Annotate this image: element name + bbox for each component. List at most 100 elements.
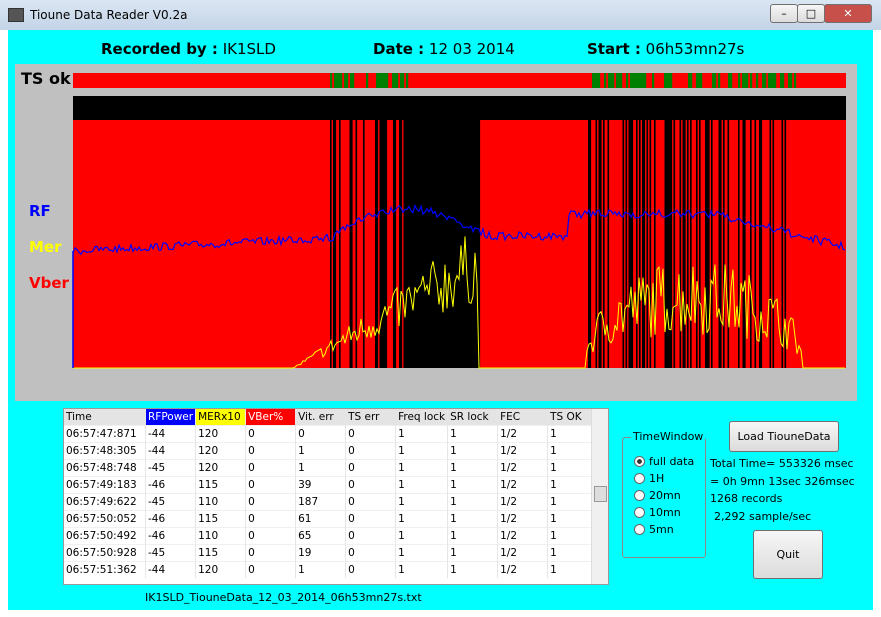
cell: 06:57:51:362 xyxy=(64,561,146,578)
info-line: Total Time= 553326 msec xyxy=(710,457,854,470)
info-line: 1268 records xyxy=(710,492,783,505)
ts-ok-segment xyxy=(340,73,343,88)
dropout-band xyxy=(589,96,592,368)
dropout-band xyxy=(439,96,442,368)
cell: 1/2 xyxy=(497,544,549,562)
info-line: = 0h 9mn 13sec 326msec xyxy=(710,475,855,488)
header-row: Time RFPower MERx10 VBer% Vit. err TS err Freq… xyxy=(64,409,599,426)
cell: 06:57:50:052 xyxy=(64,510,146,528)
title-bar: Tioune Data Reader V0.2a – □ ✕ xyxy=(0,0,881,30)
radio-option[interactable]: full data xyxy=(634,455,694,468)
dropout-band xyxy=(711,96,713,368)
dropout-band xyxy=(699,96,701,368)
dropout-band xyxy=(646,96,649,368)
signal-chart: TS ok RF Mer Vber xyxy=(15,64,857,401)
dropout-band xyxy=(727,96,730,368)
load-button[interactable]: Load TiouneData xyxy=(729,421,839,452)
close-button[interactable]: ✕ xyxy=(824,4,872,23)
traces xyxy=(72,73,846,369)
data-row: 06:57:50:492 -46 110 0 65 0 1 1 1/2 1 xyxy=(64,527,599,545)
dropout-band xyxy=(349,96,352,368)
ts-ok-segment xyxy=(392,73,395,88)
cell: 1 xyxy=(395,442,449,460)
dropout-band xyxy=(682,96,685,368)
cell: -45 xyxy=(145,459,197,477)
radio-option[interactable]: 20mn xyxy=(634,489,681,502)
cell: 61 xyxy=(295,510,347,528)
dropout-band xyxy=(625,96,628,368)
ts-ok-segment xyxy=(400,73,403,88)
ts-ok-segment xyxy=(746,73,749,88)
data-row: 06:57:51:362 -44 120 0 1 0 1 1 1/2 1 xyxy=(64,561,599,578)
cell: 0 xyxy=(345,544,397,562)
radio-option[interactable]: 10mn xyxy=(634,506,681,519)
ts-ok-segment xyxy=(712,73,715,88)
cell: 1 xyxy=(447,561,499,578)
dropout-band xyxy=(664,96,667,368)
dropout-band xyxy=(687,96,689,368)
cell: 1/2 xyxy=(497,561,549,578)
dropout-band xyxy=(718,96,721,368)
radio-option[interactable]: 5mn xyxy=(634,523,674,536)
cell: 1 xyxy=(295,561,347,578)
dropout-band xyxy=(750,96,752,368)
ts-ok-segment xyxy=(636,73,639,88)
dropout-band xyxy=(705,96,707,368)
dropout-band xyxy=(598,96,601,368)
dropout-band xyxy=(456,96,458,368)
data-row: 06:57:50:928 -45 115 0 19 0 1 1 1/2 1 xyxy=(64,544,599,562)
dropout-band xyxy=(696,96,698,368)
ts-ok-segment xyxy=(382,73,385,88)
dropout-band xyxy=(654,96,656,368)
label: Recorded by : xyxy=(101,40,218,58)
ts-ok-segment xyxy=(774,73,777,88)
dropout-band xyxy=(414,96,416,368)
scrollbar[interactable] xyxy=(591,409,608,584)
radio-option[interactable]: 1H xyxy=(634,472,664,485)
radio-circle xyxy=(634,473,645,484)
rf-trace xyxy=(72,203,846,256)
radio-label: 10mn xyxy=(649,506,681,519)
cell: 1 xyxy=(395,510,449,528)
ts-ok-segment xyxy=(738,73,741,88)
dropout-band xyxy=(630,96,632,368)
cell: 1 xyxy=(295,442,347,460)
maximize-button[interactable]: □ xyxy=(797,4,825,23)
dropout-band xyxy=(411,96,413,368)
dropout-band xyxy=(394,96,397,368)
cell: -45 xyxy=(145,493,197,511)
dropout-band xyxy=(631,96,634,368)
ts-ok-segment xyxy=(610,73,613,88)
ts-ok-segment xyxy=(788,73,791,88)
minimize-button[interactable]: – xyxy=(770,4,798,23)
ts-ok-segment xyxy=(744,73,747,88)
cell: 1 xyxy=(295,459,347,477)
ts-ok-segment xyxy=(642,73,645,88)
cell: 115 xyxy=(195,476,247,494)
dropout-band xyxy=(595,96,598,368)
dropout-band xyxy=(673,96,676,368)
cell: 1/2 xyxy=(497,527,549,545)
dropout-band xyxy=(421,96,424,368)
ts-ok-segment xyxy=(604,73,607,88)
ts-ok-segment xyxy=(638,73,641,88)
ts-ok-segment xyxy=(396,73,399,88)
cell: 110 xyxy=(195,527,247,545)
dropout-band xyxy=(451,96,454,368)
ts-ok-segment xyxy=(688,73,691,88)
dropout-band xyxy=(466,96,469,368)
cell: 1 xyxy=(447,442,499,460)
dropout-band xyxy=(670,96,673,368)
legend-rf: RF xyxy=(29,202,51,220)
dropout-band xyxy=(459,96,461,368)
scroll-thumb[interactable] xyxy=(594,486,607,502)
dropout-band xyxy=(417,96,419,368)
cell: 120 xyxy=(195,442,247,460)
ts-ok-segment xyxy=(644,73,647,88)
legend-vber: Vber xyxy=(29,274,70,292)
dropout-band xyxy=(408,96,410,368)
cell: 1 xyxy=(395,493,449,511)
ts-ok-segment xyxy=(376,73,379,88)
quit-button[interactable]: Quit xyxy=(753,530,823,579)
dropout-band xyxy=(363,96,365,368)
